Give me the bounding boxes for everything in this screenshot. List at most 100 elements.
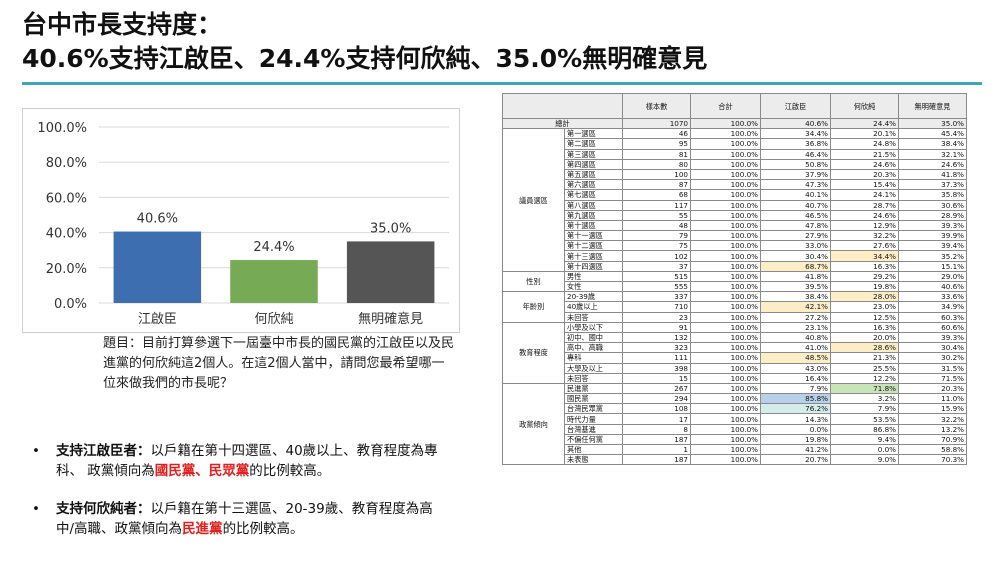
sample-size-cell: 1 (622, 443, 691, 456)
sample-size-cell: 294 (622, 393, 691, 405)
undecided-cell: 20.3% (898, 382, 967, 395)
row-label: 專科 (564, 352, 623, 364)
sample-size-cell: 117 (622, 199, 691, 211)
undecided-cell: 70.3% (898, 454, 967, 466)
row-label: 時代力量 (564, 413, 623, 425)
total-cell: 100.0% (690, 433, 761, 446)
undecided-cell: 60.3% (898, 311, 967, 323)
ho-cell: 24.6% (830, 158, 899, 170)
jiang-cell: 7.9% (760, 382, 831, 395)
finding-text-end: 的比例較高。 (222, 521, 304, 537)
sample-size-cell: 337 (622, 291, 691, 303)
total-cell: 100.0% (690, 372, 761, 384)
table-row: 性別 男性 515 100.0% 41.8% 29.2% 29.0% (502, 270, 967, 293)
jiang-cell: 40.7% (760, 199, 831, 211)
jiang-cell: 40.1% (760, 189, 831, 201)
bullet-dot: • (32, 443, 40, 459)
ho-cell: 29.2% (830, 270, 899, 283)
undecided-cell: 40.6% (898, 280, 967, 293)
total-cell: 100.0% (690, 219, 761, 232)
total-cell: 100.0% (690, 321, 761, 333)
undecided-cell: 28.9% (898, 209, 967, 221)
bullet-dot: • (32, 501, 40, 517)
table-row: 未回答 23 100.0% 27.2% 12.5% 60.3% (503, 311, 967, 323)
ho-cell: 3.2% (830, 393, 899, 405)
crosstab-table: 樣本數 合計 江啟臣 何欣純 無明確意見 總計 1070 100.0% 40.6% 24.4% 35… (502, 93, 967, 466)
finding-item: • 支持江啟臣者：以戶籍在第十四選區、40歲以上、教育程度為專科、 政黨傾向為國… (28, 441, 448, 481)
jiang-cell: 27.9% (760, 230, 831, 242)
ho-cell: 9.0% (830, 454, 899, 466)
survey-question: 題目：目前打算參選下一屆臺中市長的國民黨的江啟臣以及民進黨的何欣純這2個人。在這… (103, 336, 455, 391)
table-header-row: 樣本數 合計 江啟臣 何欣純 無明確意見 (502, 93, 967, 119)
ho-cell: 27.6% (830, 240, 899, 252)
ho-cell: 24.1% (830, 189, 899, 201)
jiang-cell: 50.8% (760, 158, 831, 170)
jiang-cell: 47.3% (760, 179, 831, 191)
jiang-cell: 47.8% (760, 219, 831, 232)
table-row: 時代力量 17 100.0% 14.3% 53.5% 32.2% (503, 413, 967, 425)
jiang-cell: 41.0% (760, 342, 831, 354)
table-row: 初中、國中 132 100.0% 40.8% 20.0% 39.3% (503, 331, 967, 344)
table-row: 不偏任何黨 187 100.0% 19.8% 9.4% 70.9% (503, 433, 967, 446)
undecided-cell: 35.8% (898, 189, 967, 201)
jiang-cell: 16.4% (760, 372, 831, 384)
row-label: 未表態 (564, 454, 623, 466)
jiang-cell: 42.1% (760, 301, 831, 313)
sample-size-cell: 102 (622, 250, 691, 262)
finding-lead: 支持江啟臣者： (56, 443, 151, 459)
group-label: 性別 (502, 270, 565, 293)
total-cell: 100.0% (690, 280, 761, 293)
undecided-cell: 24.6% (898, 158, 967, 170)
row-label: 第二選區 (564, 138, 623, 150)
row-label: 大學及以上 (564, 362, 623, 374)
row-label: 民進黨 (564, 382, 623, 395)
jiang-cell: 46.5% (760, 209, 831, 221)
group-label: 議員選區 (502, 128, 565, 272)
header-blank-cell (502, 93, 623, 119)
total-cell: 100.0% (690, 270, 761, 283)
total-cell: 100.0% (690, 413, 761, 425)
total-cell: 100.0% (690, 352, 761, 364)
sample-size-cell: 80 (622, 158, 691, 170)
total-cell: 100.0% (690, 362, 761, 374)
jiang-cell: 37.9% (760, 168, 831, 181)
total-cell: 100.0% (690, 199, 761, 211)
bar-value-label: 35.0% (370, 221, 411, 236)
table-row: 第三選區 81 100.0% 46.4% 21.5% 32.1% (503, 148, 967, 160)
column-header: 合計 (690, 93, 761, 119)
total-cell: 100.0% (690, 260, 761, 272)
finding-text: 以戶籍在第十四選區、40歲以上、教育程度為專科、 政黨傾向為 (56, 443, 438, 479)
jiang-cell: 76.2% (760, 403, 831, 415)
row-label: 未回答 (564, 311, 623, 323)
sample-size-cell: 515 (622, 270, 691, 283)
sample-size-cell: 8 (622, 423, 691, 435)
sample-size-cell: 75 (622, 240, 691, 252)
row-label: 第十二選區 (564, 240, 623, 252)
table-row: 40歲以上 710 100.0% 42.1% 23.0% 34.9% (503, 301, 967, 313)
undecided-cell: 15.1% (898, 260, 967, 272)
total-cell: 100.0% (690, 342, 761, 354)
total-cell: 100.0% (690, 311, 761, 323)
sample-size-cell: 1070 (622, 117, 691, 130)
jiang-cell: 33.0% (760, 240, 831, 252)
undecided-cell: 13.2% (898, 423, 967, 435)
jiang-cell: 20.7% (760, 454, 831, 466)
jiang-cell: 30.4% (760, 250, 831, 262)
total-cell: 100.0% (690, 331, 761, 344)
ho-cell: 24.6% (830, 209, 899, 221)
undecided-cell: 30.4% (898, 342, 967, 354)
ho-cell: 12.2% (830, 372, 899, 384)
undecided-cell: 33.6% (898, 291, 967, 303)
group-label: 教育程度 (502, 321, 565, 384)
undecided-cell: 37.3% (898, 179, 967, 191)
crosstab-table-wrap: 樣本數 合計 江啟臣 何欣純 無明確意見 總計 1070 100.0% 40.6% 24.4% 35… (502, 93, 967, 466)
table-row: 第五選區 100 100.0% 37.9% 20.3% 41.8% (503, 168, 967, 181)
finding-text-end: 的比例較高。 (249, 463, 331, 479)
row-label: 第十三選區 (564, 250, 623, 262)
sample-size-cell: 15 (622, 372, 691, 384)
ho-cell: 20.1% (830, 128, 899, 140)
jiang-cell: 34.4% (760, 128, 831, 140)
title-line-2: 40.6%支持江啟臣、24.4%支持何欣純、35.0%無明確意見 (22, 44, 708, 73)
table-row: 議員選區 第一選區 46 100.0% 34.4% 20.1% 45.4% (502, 128, 967, 272)
sample-size-cell: 132 (622, 331, 691, 344)
